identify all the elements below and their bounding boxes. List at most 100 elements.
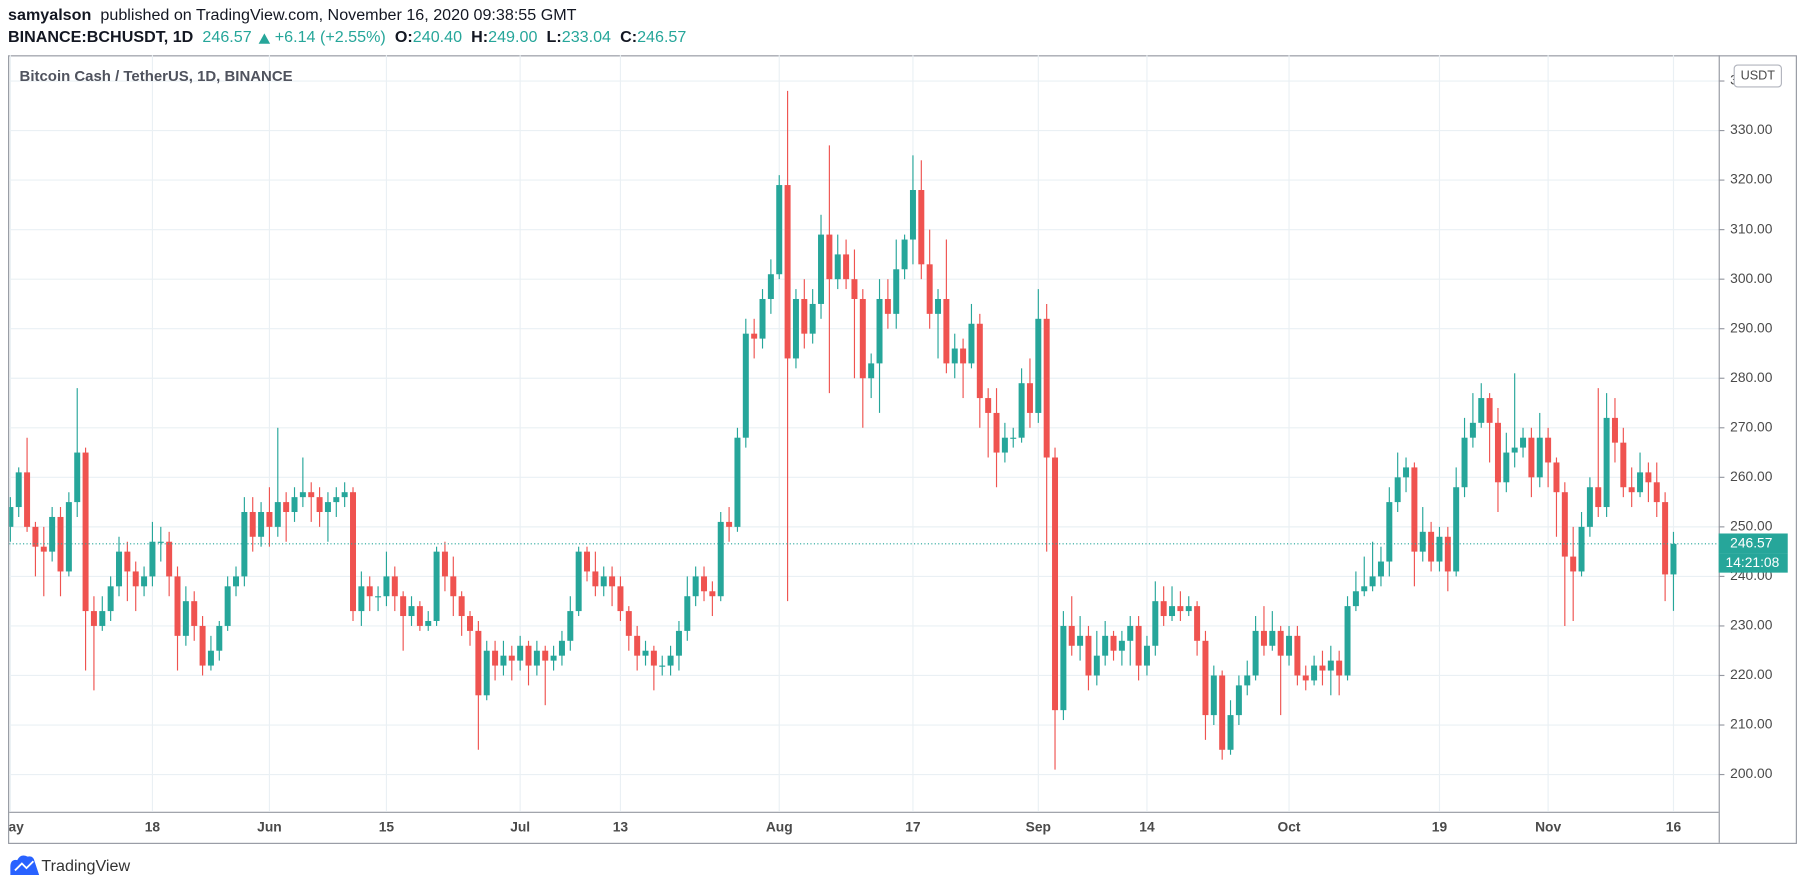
candle-body [107,586,114,612]
candle-body [625,611,632,636]
candle-body [333,497,340,503]
candle-body [926,264,933,314]
candle-body [951,348,958,364]
candle-body [475,630,482,696]
candle-body [993,412,1000,453]
symbol-line: BINANCE:BCHUSDT, 1D 246.57 [8,28,252,46]
candle-body [801,298,808,334]
currency-badge[interactable] [1733,64,1782,88]
author: samyalson [8,6,91,24]
candle-body [116,551,122,587]
candle-body [659,665,666,667]
candle-body [24,472,31,527]
candle-body [1611,417,1618,443]
candle-body [1586,487,1593,527]
candle-body [1052,457,1059,711]
byline-text: published on TradingView.com, November 1… [100,6,576,24]
candle-body [1662,502,1669,575]
candle-body [1553,462,1560,493]
candle-body [82,452,89,612]
candle-body [709,591,716,597]
candle-body [99,611,106,626]
candle-body [1411,467,1418,552]
candle-body [976,323,983,399]
logo [10,855,40,876]
time-axis: May 18 Jun 15 Jul 13 Aug 17 Sep 14 Oct 19 Nov 16 [0,818,1682,834]
candle-body [909,190,916,240]
candle-body [1068,625,1075,646]
candle-body [1010,437,1017,439]
candle-body [40,546,47,552]
candle-body [1227,715,1234,750]
chart-frame [8,55,1797,844]
candle-body [375,596,382,598]
candle-body [1369,576,1376,587]
candle-body [1603,417,1610,508]
candle-body [1528,437,1535,478]
candle-body [1486,398,1493,423]
y-tick-label: 320.00 [1730,171,1773,187]
candle-body [1110,635,1117,651]
candle-body [784,185,791,359]
candle-body [1319,665,1326,671]
candle-body [233,576,240,587]
candle-body [316,497,323,513]
ohlc-key: L: [547,28,562,46]
candle-body [249,512,256,537]
candle-body [408,606,415,617]
candle-body [433,551,440,621]
candle-body [893,269,900,314]
candle-body [1469,422,1476,438]
candle-body [634,635,641,656]
candle-body [751,333,758,339]
candle-body [1570,556,1577,572]
candle-body [182,601,189,636]
last-price-box [1718,533,1788,554]
candle-body [1352,591,1359,607]
candle-body [1177,606,1184,612]
candle-body [458,596,465,617]
candle-body [358,586,365,612]
candle-body [968,323,975,364]
y-tick-label: 290.00 [1730,319,1773,335]
candle-body [366,586,373,597]
candle-body [508,655,515,661]
x-tick-label: 18 [145,818,161,834]
candle-body [617,586,624,612]
candle-body [400,596,407,617]
candle-body [391,576,398,597]
candle-body [65,502,72,572]
candle-body [191,601,198,626]
y-tick-label: 250.00 [1730,518,1773,534]
candle-body [350,492,357,612]
candle-body [792,298,799,359]
candle-body [1511,447,1518,453]
x-tick-label: 16 [1666,818,1682,834]
candle-body [1645,472,1652,483]
candle-body [826,234,833,280]
x-tick-label: May [0,818,24,834]
candle-body [1152,601,1159,646]
candle-body [843,254,850,280]
candle-body [1194,606,1201,641]
candle-body [876,298,883,364]
candle-body [943,298,950,364]
candle-body [483,650,490,696]
candle-body [1286,635,1293,656]
candle-body [1494,422,1501,483]
candle-body [1361,586,1368,592]
candle-body [124,551,131,572]
candle-body [558,640,565,656]
candle-body [258,512,265,537]
y-tick-label: 220.00 [1730,666,1773,682]
candle-body [525,645,532,666]
candle-body [467,616,474,631]
candle-body [1269,630,1276,646]
candle-body [1444,536,1451,572]
candle-body [575,551,582,612]
ohlc-key: H: [471,28,488,46]
candle-body [667,655,674,666]
y-tick-label: 300.00 [1730,270,1773,286]
candle-body [266,512,273,527]
